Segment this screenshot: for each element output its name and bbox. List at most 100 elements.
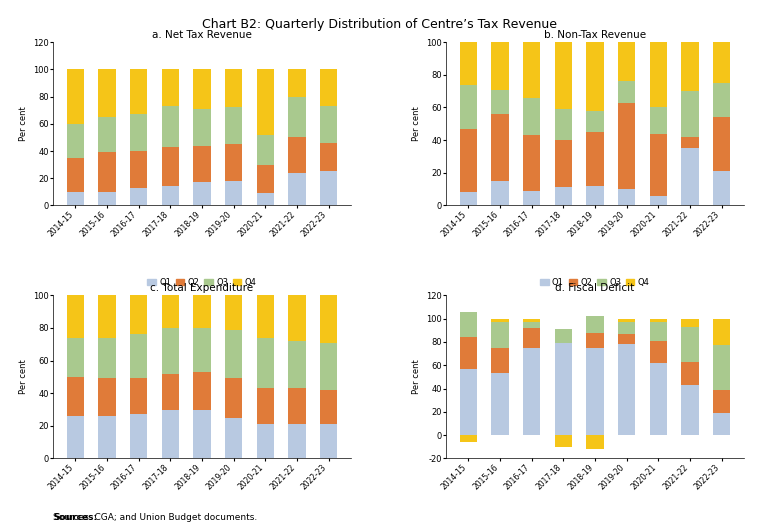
- Bar: [618, 334, 635, 344]
- Bar: [99, 192, 115, 206]
- Bar: [491, 318, 509, 322]
- Bar: [618, 189, 635, 206]
- Bar: [586, 132, 603, 186]
- Bar: [67, 295, 84, 338]
- Bar: [618, 103, 635, 189]
- Bar: [491, 322, 509, 348]
- Bar: [162, 328, 179, 374]
- Bar: [650, 318, 667, 322]
- Bar: [460, 42, 477, 85]
- Bar: [460, 337, 477, 369]
- Bar: [130, 188, 147, 206]
- Legend: Q1, Q2, Q3, Q4: Q1, Q2, Q3, Q4: [540, 278, 650, 287]
- Bar: [618, 344, 635, 435]
- Bar: [225, 295, 242, 329]
- Bar: [257, 338, 274, 388]
- Bar: [67, 377, 84, 416]
- Y-axis label: Per cent: Per cent: [411, 106, 420, 141]
- Bar: [99, 416, 115, 458]
- Bar: [682, 385, 698, 435]
- Bar: [650, 322, 667, 340]
- Bar: [586, 435, 603, 449]
- Bar: [682, 362, 698, 385]
- Bar: [225, 144, 242, 181]
- Bar: [713, 389, 730, 413]
- Bar: [257, 135, 274, 164]
- Bar: [99, 117, 115, 152]
- Bar: [650, 363, 667, 435]
- Bar: [194, 109, 211, 145]
- Bar: [491, 181, 509, 206]
- Bar: [162, 106, 179, 147]
- Bar: [320, 106, 337, 143]
- Bar: [586, 42, 603, 111]
- Bar: [491, 373, 509, 435]
- Bar: [523, 42, 540, 97]
- Bar: [194, 182, 211, 206]
- Bar: [130, 414, 147, 458]
- Bar: [555, 329, 572, 343]
- Bar: [162, 187, 179, 206]
- Bar: [194, 328, 211, 372]
- Bar: [320, 295, 337, 343]
- Y-axis label: Per cent: Per cent: [411, 359, 420, 394]
- Bar: [67, 192, 84, 206]
- Bar: [618, 318, 635, 322]
- Bar: [99, 70, 115, 117]
- Bar: [130, 295, 147, 335]
- Bar: [99, 378, 115, 416]
- Bar: [130, 151, 147, 188]
- Title: c. Total Expenditure: c. Total Expenditure: [150, 283, 254, 293]
- Bar: [523, 97, 540, 135]
- Bar: [713, 318, 730, 345]
- Bar: [288, 341, 306, 388]
- Bar: [682, 42, 698, 91]
- Bar: [586, 186, 603, 206]
- Bar: [713, 42, 730, 83]
- Bar: [67, 158, 84, 192]
- Bar: [257, 424, 274, 458]
- Bar: [618, 81, 635, 103]
- Bar: [618, 42, 635, 81]
- Bar: [650, 340, 667, 363]
- Bar: [460, 435, 477, 442]
- Bar: [162, 295, 179, 328]
- Text: Chart B2: Quarterly Distribution of Centre’s Tax Revenue: Chart B2: Quarterly Distribution of Cent…: [202, 18, 557, 32]
- Bar: [225, 329, 242, 378]
- Title: a. Net Tax Revenue: a. Net Tax Revenue: [152, 30, 252, 40]
- Bar: [320, 343, 337, 390]
- Bar: [320, 171, 337, 206]
- Bar: [713, 345, 730, 389]
- Bar: [194, 145, 211, 182]
- Bar: [555, 343, 572, 435]
- Bar: [288, 295, 306, 341]
- Bar: [460, 369, 477, 435]
- Bar: [99, 295, 115, 338]
- Bar: [67, 124, 84, 158]
- Bar: [288, 388, 306, 424]
- Bar: [67, 70, 84, 124]
- Bar: [682, 318, 698, 327]
- Bar: [713, 171, 730, 206]
- Bar: [713, 118, 730, 171]
- Bar: [491, 90, 509, 114]
- Bar: [682, 91, 698, 137]
- Bar: [225, 418, 242, 458]
- Bar: [257, 388, 274, 424]
- Bar: [99, 338, 115, 378]
- Bar: [288, 96, 306, 138]
- Bar: [523, 348, 540, 435]
- Bar: [555, 140, 572, 188]
- Bar: [523, 135, 540, 191]
- Bar: [288, 70, 306, 96]
- Bar: [555, 42, 572, 109]
- Bar: [288, 138, 306, 173]
- Bar: [194, 409, 211, 458]
- Bar: [130, 335, 147, 378]
- Bar: [99, 152, 115, 192]
- Bar: [523, 322, 540, 328]
- Bar: [523, 328, 540, 348]
- Bar: [320, 143, 337, 171]
- Bar: [682, 327, 698, 362]
- Bar: [257, 164, 274, 193]
